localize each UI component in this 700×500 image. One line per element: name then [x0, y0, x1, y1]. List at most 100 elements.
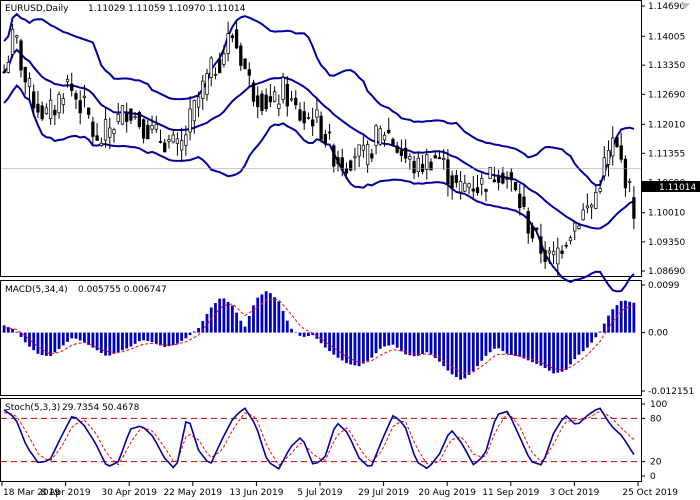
candle: [387, 117, 391, 135]
macd-bar: [74, 332, 78, 339]
candle: [103, 107, 108, 148]
macd-tick-label: 0.0099: [648, 281, 680, 291]
macd-bar: [61, 332, 65, 346]
bollinger-middle-line: [3, 48, 635, 230]
candle: [361, 135, 366, 158]
candle: [196, 91, 201, 118]
macd-bar: [243, 326, 247, 333]
macd-bar: [290, 328, 293, 333]
macd-signal-line: [4, 298, 635, 374]
macd-bar: [535, 332, 539, 364]
candle: [285, 76, 289, 117]
stoch-lines: [3, 407, 635, 470]
candle: [488, 166, 492, 180]
candle: [91, 116, 95, 146]
candle: [298, 102, 302, 122]
macd-bar: [44, 332, 48, 356]
candle: [243, 58, 247, 70]
macd-bar: [531, 332, 534, 363]
macd-bar: [446, 332, 450, 371]
candle: [568, 235, 573, 245]
candle: [95, 123, 99, 141]
macd-bar: [615, 305, 619, 333]
stoch-tick-label: 80: [650, 414, 662, 424]
candle: [311, 107, 315, 136]
bollinger-upper-line: [3, 12, 635, 187]
candle: [496, 169, 501, 191]
macd-bar: [412, 332, 416, 357]
stoch-d-line: [4, 410, 635, 466]
price-tick-label: 1.11355: [648, 149, 685, 159]
macd-bar: [459, 332, 462, 380]
price-candles: [1, 21, 641, 277]
candle: [112, 127, 116, 143]
macd-bar: [319, 332, 323, 344]
scroll-marker-icon[interactable]: [680, 3, 690, 9]
x-tick-label: 8 Apr 2019: [41, 488, 91, 498]
candle: [120, 105, 125, 126]
macd-bar: [378, 332, 382, 349]
candle: [48, 88, 53, 125]
candle: [632, 186, 636, 230]
macd-bar: [421, 332, 424, 355]
macd-bar: [514, 332, 517, 356]
macd-panel-frame: [0, 280, 642, 396]
candle: [382, 131, 387, 147]
candle: [133, 111, 137, 120]
candle: [547, 246, 552, 264]
macd-bar: [53, 332, 57, 353]
macd-signal-path: [4, 298, 635, 374]
candle: [619, 132, 623, 163]
candle: [437, 150, 442, 160]
candle: [192, 99, 196, 134]
candle: [336, 150, 340, 172]
macd-bar: [340, 332, 344, 361]
macd-bar: [509, 332, 513, 355]
macd-bar: [298, 332, 302, 336]
macd-bar: [404, 332, 408, 355]
candle: [27, 72, 32, 100]
macd-bar: [416, 332, 420, 356]
stoch-tick-label: 100: [650, 400, 667, 410]
macd-bar: [433, 332, 437, 359]
candle: [471, 175, 475, 200]
macd-bar: [239, 320, 243, 333]
macd-bar: [581, 332, 585, 352]
candle: [378, 125, 382, 146]
candle: [256, 86, 260, 119]
macd-bar: [438, 332, 441, 362]
macd-bar: [235, 312, 238, 333]
macd-bar: [467, 332, 471, 375]
candle: [205, 68, 209, 101]
macd-bar: [332, 332, 336, 355]
price-tick-label: 1.09350: [648, 238, 685, 248]
stoch-k-line: [3, 407, 635, 470]
candle: [201, 75, 205, 111]
macd-bar: [442, 332, 446, 367]
price-tick-label: 1.14005: [648, 32, 685, 42]
candle: [323, 129, 327, 148]
candle: [6, 55, 10, 74]
macd-bar: [493, 332, 496, 349]
candle: [556, 237, 560, 277]
candle: [602, 146, 606, 181]
candle: [585, 193, 590, 214]
macd-bar: [408, 332, 412, 356]
macd-bar: [526, 332, 530, 361]
candle: [551, 241, 556, 264]
macd-bar: [218, 298, 222, 333]
macd-bar: [188, 332, 192, 336]
candle: [141, 118, 146, 144]
macd-bar: [281, 310, 285, 333]
macd-bar: [370, 332, 374, 358]
macd-bar: [573, 332, 577, 360]
macd-bar: [547, 332, 551, 371]
macd-bar: [137, 332, 141, 342]
candle: [480, 173, 484, 196]
macd-bar: [323, 332, 327, 348]
candle: [416, 151, 420, 178]
macd-bar: [133, 332, 137, 344]
candle: [530, 222, 535, 243]
macd-bar: [497, 332, 501, 349]
macd-bar: [15, 331, 19, 333]
